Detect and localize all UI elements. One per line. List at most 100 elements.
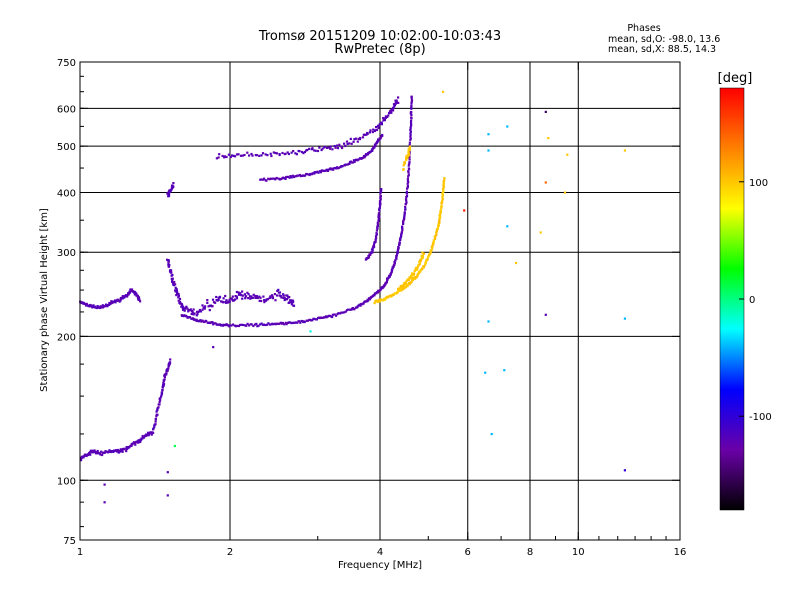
y-axis-label: Stationary phase Virtual Height [km] xyxy=(39,208,50,392)
echo-point xyxy=(251,154,254,157)
echo-point xyxy=(271,323,275,326)
echo-point xyxy=(247,297,250,300)
echo-point xyxy=(166,258,169,261)
echo-point xyxy=(274,151,277,155)
echo-point xyxy=(407,167,410,170)
echo-point xyxy=(405,199,408,202)
echo-point xyxy=(270,154,273,158)
echo-point xyxy=(487,149,490,152)
echo-point xyxy=(388,111,391,115)
echo-point xyxy=(306,319,309,322)
echo-point xyxy=(333,145,336,148)
echo-point xyxy=(412,277,415,280)
echo-point xyxy=(433,237,437,240)
echo-point xyxy=(290,151,293,154)
echo-point xyxy=(121,297,124,300)
echo-point xyxy=(623,317,626,320)
echo-point xyxy=(167,194,171,198)
echo-point xyxy=(358,138,362,141)
echo-point xyxy=(408,141,411,144)
echo-point xyxy=(409,134,412,137)
echo-point xyxy=(237,291,240,294)
echo-point xyxy=(359,304,362,307)
echo-point xyxy=(390,110,393,113)
echo-point xyxy=(225,299,228,302)
echo-point xyxy=(623,149,626,152)
echo-point xyxy=(380,188,383,191)
echo-point xyxy=(321,147,324,150)
y-tick-label: 75 xyxy=(63,536,76,547)
echo-point xyxy=(441,192,444,195)
echo-point xyxy=(298,150,301,153)
echo-point xyxy=(121,449,124,452)
data-points xyxy=(79,90,626,504)
echo-point xyxy=(276,322,279,325)
echo-point xyxy=(168,192,171,196)
y-tick-label: 400 xyxy=(57,188,76,199)
echo-point xyxy=(409,126,412,129)
echo-point xyxy=(165,372,168,375)
echo-point xyxy=(218,295,222,298)
echo-point xyxy=(382,119,385,122)
echo-point xyxy=(544,313,547,316)
echo-point xyxy=(410,124,413,127)
echo-point xyxy=(190,312,193,316)
echo-point xyxy=(244,297,247,300)
echo-point xyxy=(131,442,134,445)
echo-point xyxy=(426,258,429,261)
echo-point xyxy=(325,316,328,319)
echo-point xyxy=(388,295,391,298)
echo-point xyxy=(438,219,441,222)
echo-point xyxy=(408,158,411,161)
echo-point xyxy=(415,276,418,279)
echo-point xyxy=(215,295,218,299)
echo-point xyxy=(272,151,275,154)
echo-point xyxy=(289,299,292,302)
echo-point xyxy=(350,161,353,164)
echo-point xyxy=(418,263,421,266)
echo-point xyxy=(255,154,258,157)
echo-point xyxy=(410,102,413,105)
echo-point xyxy=(380,298,383,301)
echo-point xyxy=(391,108,394,111)
echo-point xyxy=(123,447,126,451)
echo-point xyxy=(196,313,199,316)
x-tick-label: 8 xyxy=(527,547,533,558)
echo-point xyxy=(252,293,255,296)
echo-point xyxy=(201,319,204,322)
echo-point xyxy=(198,310,201,313)
echo-point xyxy=(215,157,218,160)
echo-point xyxy=(125,450,128,453)
echo-point xyxy=(259,296,262,299)
echo-point xyxy=(91,306,94,309)
echo-point xyxy=(199,319,202,322)
echo-point xyxy=(432,241,435,244)
echo-point xyxy=(228,324,231,327)
echo-point xyxy=(255,322,258,325)
echo-point xyxy=(85,454,88,458)
echo-point xyxy=(227,153,230,156)
echo-point xyxy=(427,255,430,258)
echo-point xyxy=(139,440,142,443)
echo-point xyxy=(166,369,169,372)
echo-point xyxy=(177,293,180,296)
echo-point xyxy=(331,148,334,151)
echo-point xyxy=(170,271,173,274)
echo-point xyxy=(286,175,290,178)
echo-point xyxy=(170,188,173,191)
echo-point xyxy=(383,298,386,301)
echo-point xyxy=(278,291,282,294)
echo-point xyxy=(119,298,123,301)
echo-point xyxy=(206,299,209,302)
echo-point xyxy=(285,175,288,179)
echo-point xyxy=(167,365,170,368)
echo-point xyxy=(235,297,239,300)
echo-point xyxy=(288,301,291,304)
echo-point xyxy=(99,453,102,456)
echo-point xyxy=(348,162,351,165)
echo-point xyxy=(352,161,355,164)
echo-point xyxy=(154,420,157,423)
echo-point xyxy=(233,155,237,158)
echo-point xyxy=(162,382,166,386)
echo-point xyxy=(246,291,249,294)
